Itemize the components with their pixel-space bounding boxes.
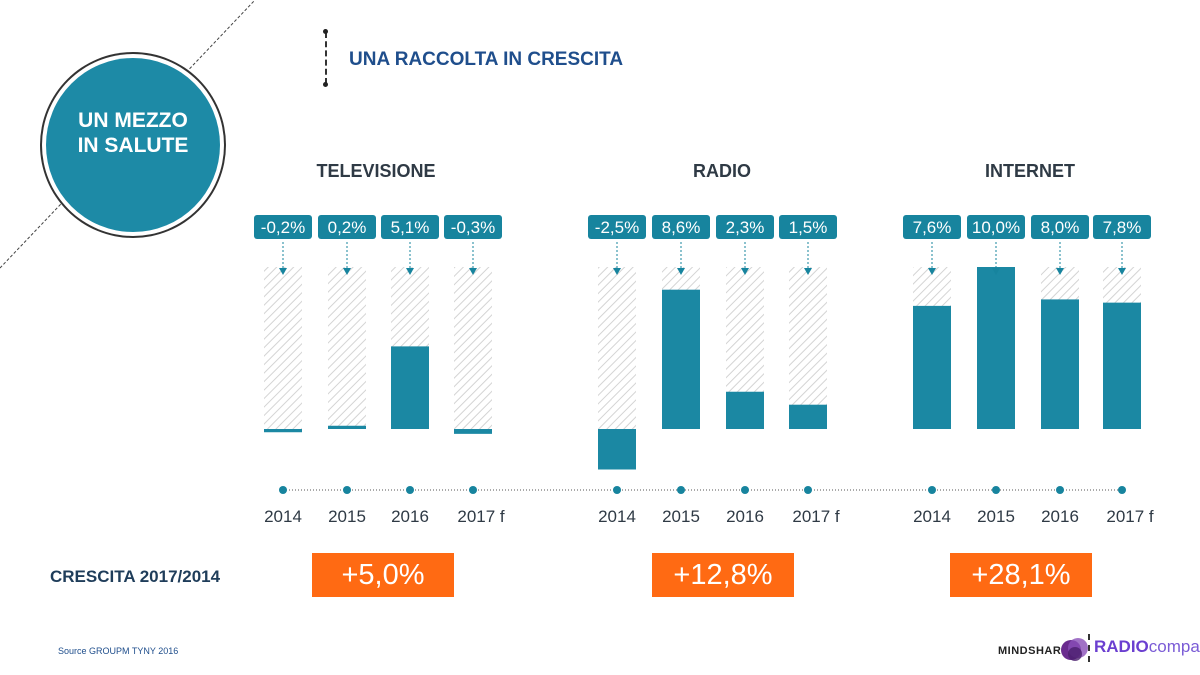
timeline-dot-internet-1 — [992, 486, 1000, 494]
label-arrow-internet-3 — [1118, 268, 1126, 275]
value-label-box-televisione-1 — [318, 215, 376, 239]
tick-label-internet-1: 2015 — [977, 507, 1015, 526]
timeline-dot-internet-2 — [1056, 486, 1064, 494]
label-arrow-radio-2 — [741, 268, 749, 275]
logo-divider — [1088, 634, 1092, 662]
bar-radio-1 — [662, 289, 700, 429]
timeline-dot-internet-3 — [1118, 486, 1126, 494]
bar-internet-1 — [977, 267, 1015, 429]
bar-radio-3 — [789, 404, 827, 429]
value-label-internet-2: 8,0% — [1041, 218, 1080, 237]
value-label-box-internet-0 — [903, 215, 961, 239]
tick-label-internet-2: 2016 — [1041, 507, 1079, 526]
timeline-dot-radio-2 — [741, 486, 749, 494]
chart-title-internet: INTERNET — [985, 161, 1075, 181]
value-label-internet-1: 10,0% — [972, 218, 1020, 237]
label-arrow-televisione-0 — [279, 268, 287, 275]
value-label-televisione-1: 0,2% — [328, 218, 367, 237]
tick-label-televisione-0: 2014 — [264, 507, 302, 526]
bar-televisione-0 — [264, 429, 302, 433]
value-label-radio-0: -2,5% — [595, 218, 639, 237]
tick-label-radio-3: 2017 f — [792, 507, 840, 526]
value-label-box-internet-2 — [1031, 215, 1089, 239]
growth-box-televisione: +5,0% — [312, 553, 454, 597]
timeline-dot-radio-3 — [804, 486, 812, 494]
tick-label-internet-3: 2017 f — [1106, 507, 1154, 526]
growth-box-internet: +28,1% — [950, 553, 1092, 597]
chart-title-televisione: TELEVISIONE — [316, 161, 436, 181]
source-note: Source GROUPM TYNY 2016 — [58, 646, 179, 656]
tick-label-radio-0: 2014 — [598, 507, 636, 526]
label-arrow-internet-1 — [992, 268, 1000, 275]
tick-label-televisione-3: 2017 f — [457, 507, 505, 526]
bar-televisione-1 — [328, 425, 366, 429]
value-label-box-radio-2 — [716, 215, 774, 239]
section-badge: UN MEZZO IN SALUTE — [46, 58, 220, 232]
value-label-internet-3: 7,8% — [1103, 218, 1142, 237]
value-label-box-televisione-3 — [444, 215, 502, 239]
value-label-radio-3: 1,5% — [789, 218, 828, 237]
timeline-dot-televisione-2 — [406, 486, 414, 494]
chart-title-radio: RADIO — [693, 161, 751, 181]
bar-televisione-2 — [391, 346, 429, 429]
value-label-box-televisione-2 — [381, 215, 439, 239]
value-label-box-internet-3 — [1093, 215, 1151, 239]
radiocompass-logo-rest: compass — [1148, 637, 1200, 656]
label-arrow-internet-0 — [928, 268, 936, 275]
bar-internet-2 — [1041, 299, 1079, 429]
badge-text: UN MEZZO IN SALUTE — [77, 109, 189, 157]
label-arrow-radio-3 — [804, 268, 812, 275]
radiocompass-logo-bold: RADIO — [1094, 637, 1149, 656]
tick-label-televisione-2: 2016 — [391, 507, 429, 526]
timeline-dot-radio-0 — [613, 486, 621, 494]
timeline-dot-radio-1 — [677, 486, 685, 494]
bar-background-televisione-0 — [264, 267, 302, 429]
value-label-radio-2: 2,3% — [726, 218, 765, 237]
radiocompass-logo: RADIOcompass — [1094, 637, 1200, 657]
value-label-televisione-2: 5,1% — [391, 218, 430, 237]
timeline-dot-internet-0 — [928, 486, 936, 494]
tick-label-televisione-1: 2015 — [328, 507, 366, 526]
label-arrow-radio-0 — [613, 268, 621, 275]
page-title: UNA RACCOLTA IN CRESCITA — [349, 49, 624, 70]
value-label-radio-1: 8,6% — [662, 218, 701, 237]
bar-radio-2 — [726, 391, 764, 429]
bar-background-radio-3 — [789, 267, 827, 429]
bar-radio-0 — [598, 429, 636, 470]
timeline-dot-televisione-1 — [343, 486, 351, 494]
bar-background-radio-0 — [598, 267, 636, 429]
growth-label: CRESCITA 2017/2014 — [50, 567, 221, 586]
title-marker — [323, 29, 329, 87]
label-arrow-radio-1 — [677, 268, 685, 275]
bar-internet-0 — [913, 305, 951, 429]
mindshare-logo-icon — [1061, 638, 1088, 661]
label-arrow-televisione-3 — [469, 268, 477, 275]
bar-background-televisione-1 — [328, 267, 366, 429]
bar-charts: -0,2% 2014 0,2% 2015 5,1% 2016 -0,3% 2017 f -2,5… — [254, 215, 1154, 526]
tick-label-radio-2: 2016 — [726, 507, 764, 526]
value-label-televisione-3: -0,3% — [451, 218, 495, 237]
tick-label-radio-1: 2015 — [662, 507, 700, 526]
value-label-box-radio-3 — [779, 215, 837, 239]
bar-internet-3 — [1103, 302, 1141, 429]
timeline-dot-televisione-3 — [469, 486, 477, 494]
value-label-box-televisione-0 — [254, 215, 312, 239]
label-arrow-internet-2 — [1056, 268, 1064, 275]
value-label-internet-0: 7,6% — [913, 218, 952, 237]
bar-televisione-3 — [454, 429, 492, 434]
tick-label-internet-0: 2014 — [913, 507, 951, 526]
label-arrow-televisione-1 — [343, 268, 351, 275]
bar-background-televisione-3 — [454, 267, 492, 429]
decorative-diagonal-line — [0, 0, 256, 269]
mindshare-logo: MINDSHARE — [998, 645, 1070, 657]
value-label-box-radio-1 — [652, 215, 710, 239]
value-label-box-internet-1 — [967, 215, 1025, 239]
growth-box-radio: +12,8% — [652, 553, 794, 597]
label-arrow-televisione-2 — [406, 268, 414, 275]
value-label-box-radio-0 — [588, 215, 646, 239]
timeline-dot-televisione-0 — [279, 486, 287, 494]
value-label-televisione-0: -0,2% — [261, 218, 305, 237]
